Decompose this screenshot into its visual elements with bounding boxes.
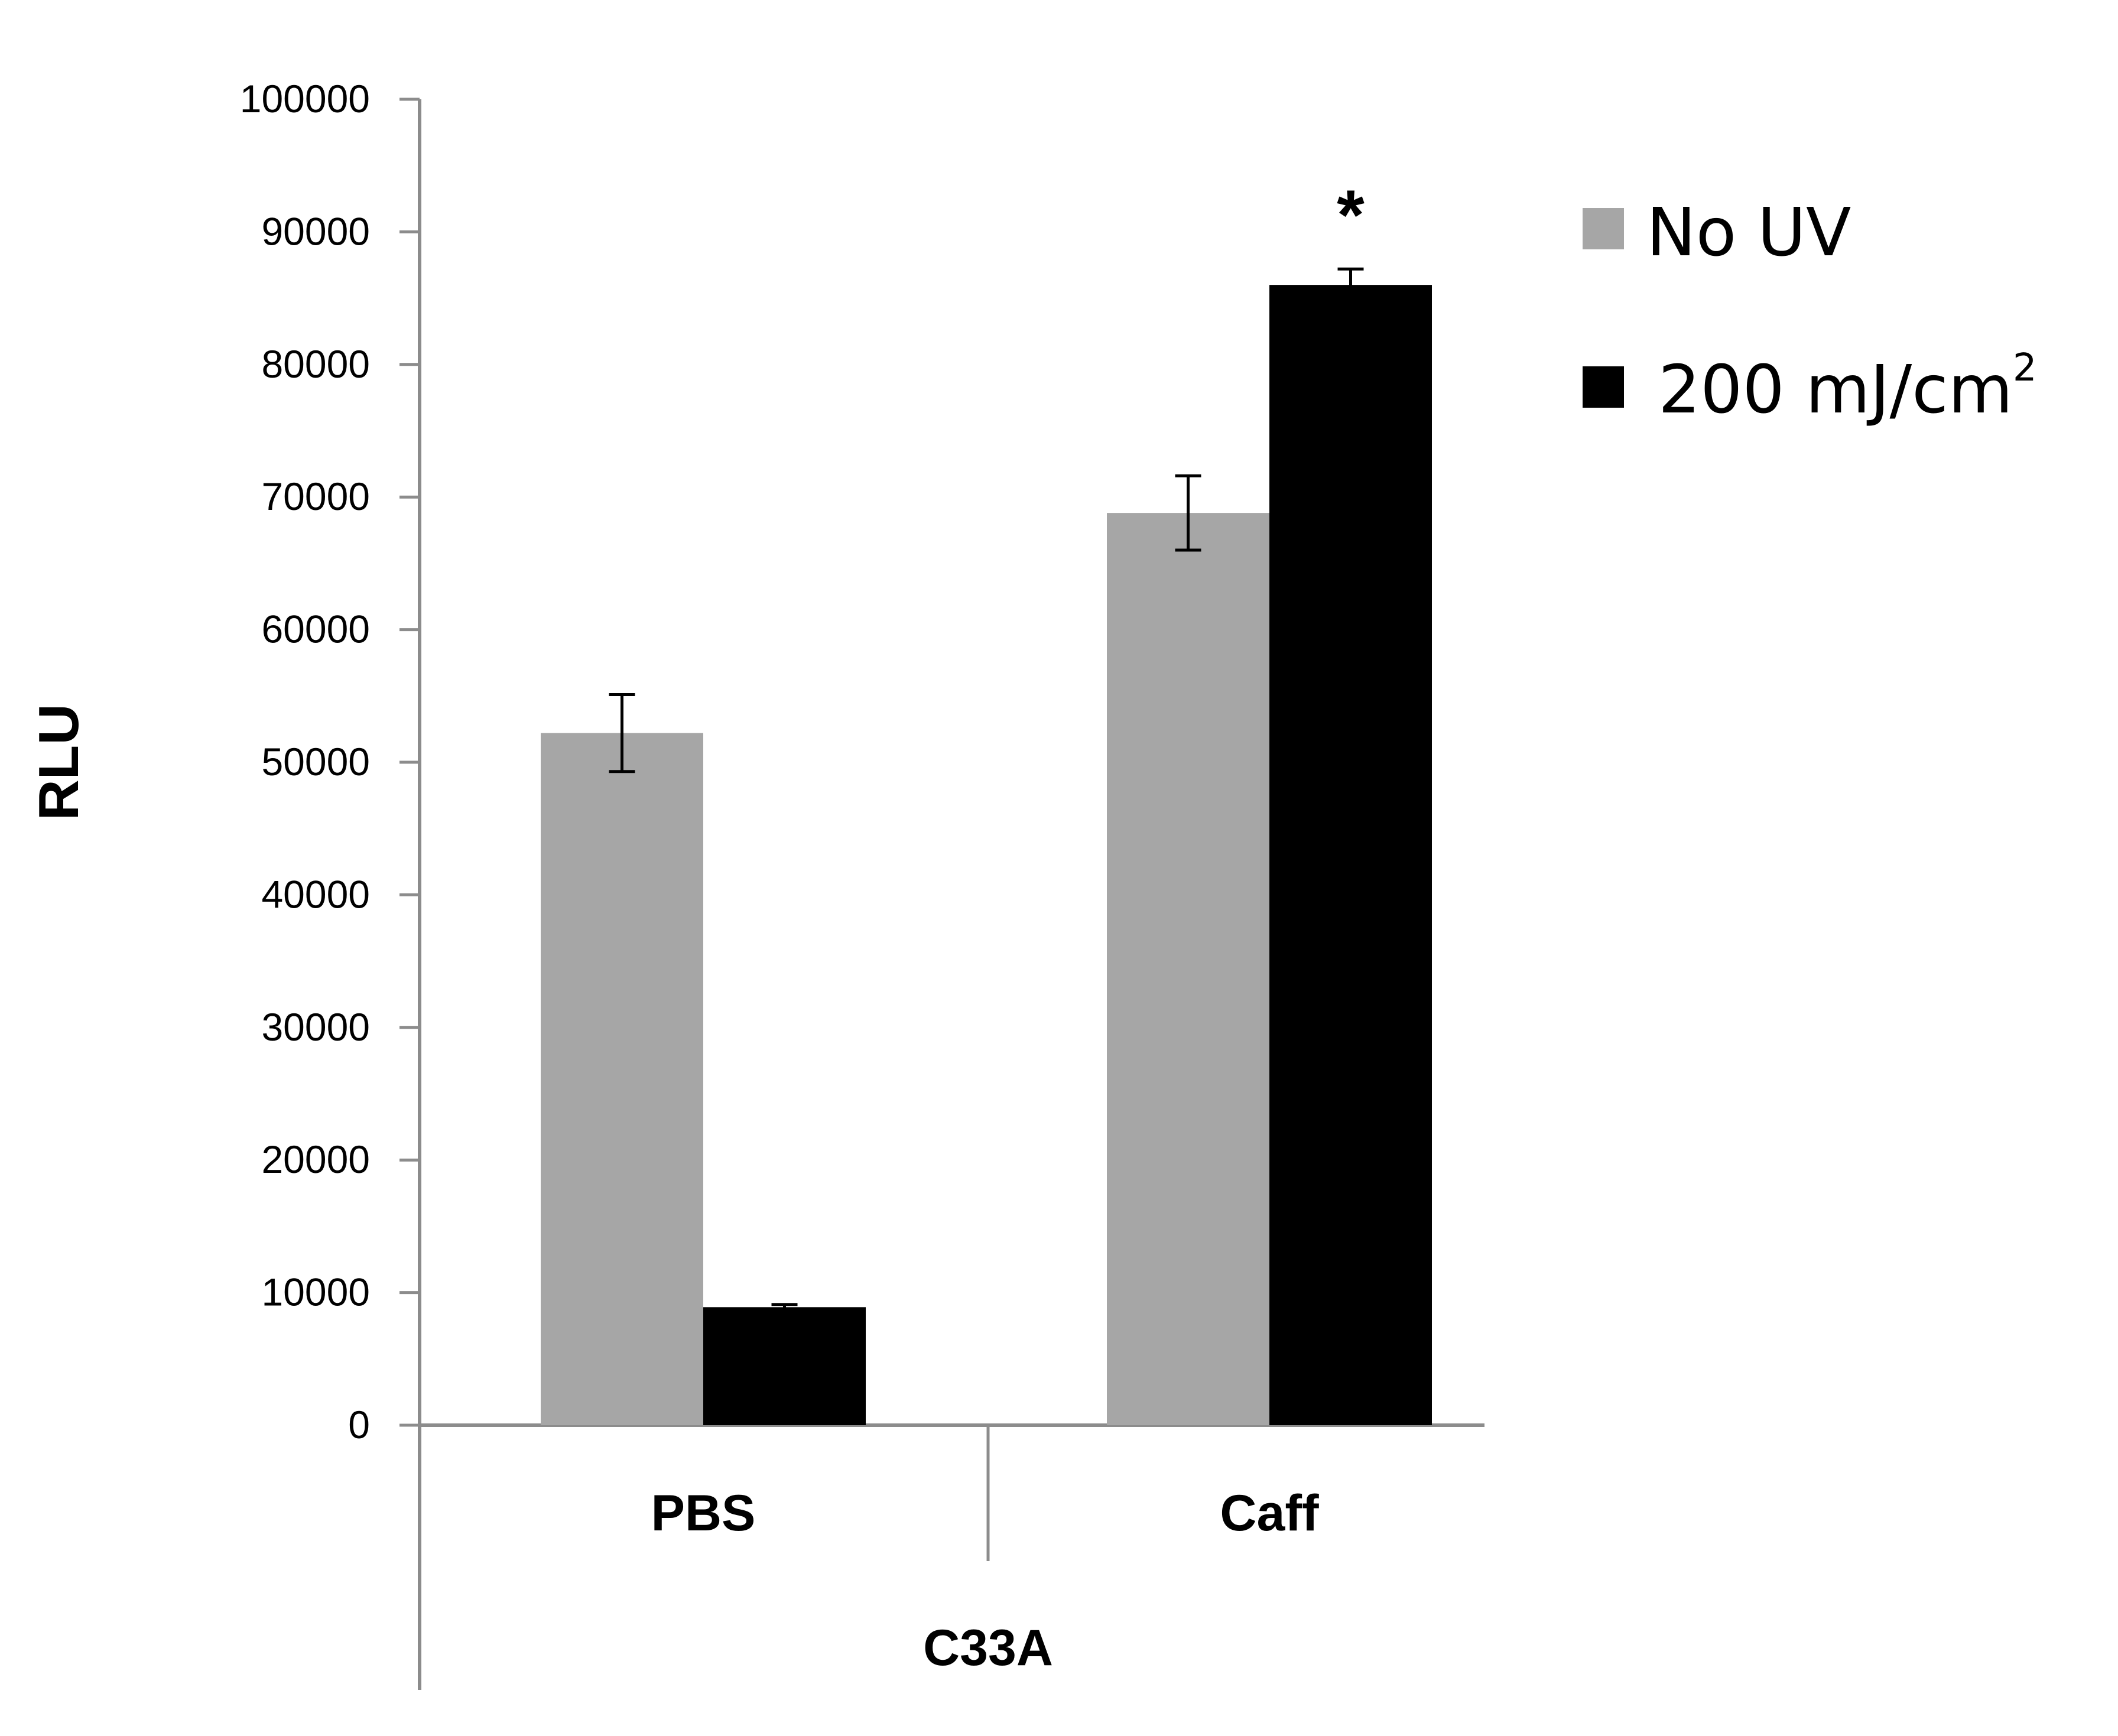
y-tick-label: 20000: [261, 1137, 370, 1181]
y-tick-label: 60000: [261, 607, 370, 651]
bar-caff-no-uv: [1107, 513, 1269, 1426]
legend-swatch-200-mj: [1583, 366, 1624, 408]
y-tick-label: 0: [348, 1403, 370, 1446]
x-category-label-caff: Caff: [1220, 1485, 1319, 1542]
y-axis-ticks: 0 10000 20000 30000 40000 50000 60000 70000 8000…: [240, 77, 420, 1446]
legend-label-200-mj: 200 mJ/cm2: [1658, 346, 2037, 428]
y-tick-label: 100000: [240, 77, 370, 121]
y-tick-label: 10000: [261, 1270, 370, 1314]
y-tick-label: 70000: [261, 474, 370, 518]
bar-caff-200-mj: [1269, 285, 1432, 1425]
y-tick-label: 30000: [261, 1005, 370, 1049]
error-bar-pbs-200-mj: [771, 1303, 798, 1312]
legend-swatch-no-uv: [1583, 208, 1624, 249]
bar-pbs-no-uv: [541, 733, 703, 1425]
legend-label-no-uv: No UV: [1646, 194, 1851, 271]
error-bar-caff-200-mj: [1337, 267, 1364, 303]
y-tick-label: 50000: [261, 740, 370, 784]
bars-group: [541, 285, 1432, 1426]
legend-label-200-mj-text: 200 mJ/cm: [1658, 352, 2013, 428]
y-axis-label: RLU: [27, 704, 90, 820]
significance-asterisk: *: [1337, 175, 1365, 255]
bar-pbs-200-mj: [703, 1307, 866, 1425]
x-category-label-pbs: PBS: [651, 1485, 756, 1542]
error-bars-group: [609, 267, 1364, 1312]
error-bar-caff-no-uv: [1175, 474, 1201, 552]
legend-label-superscript: 2: [2013, 346, 2037, 390]
error-bar-pbs-no-uv: [609, 693, 635, 773]
x-group-label: C33A: [923, 1620, 1053, 1676]
y-tick-label: 40000: [261, 872, 370, 916]
y-tick-label: 90000: [261, 209, 370, 253]
y-tick-label: 80000: [261, 342, 370, 386]
